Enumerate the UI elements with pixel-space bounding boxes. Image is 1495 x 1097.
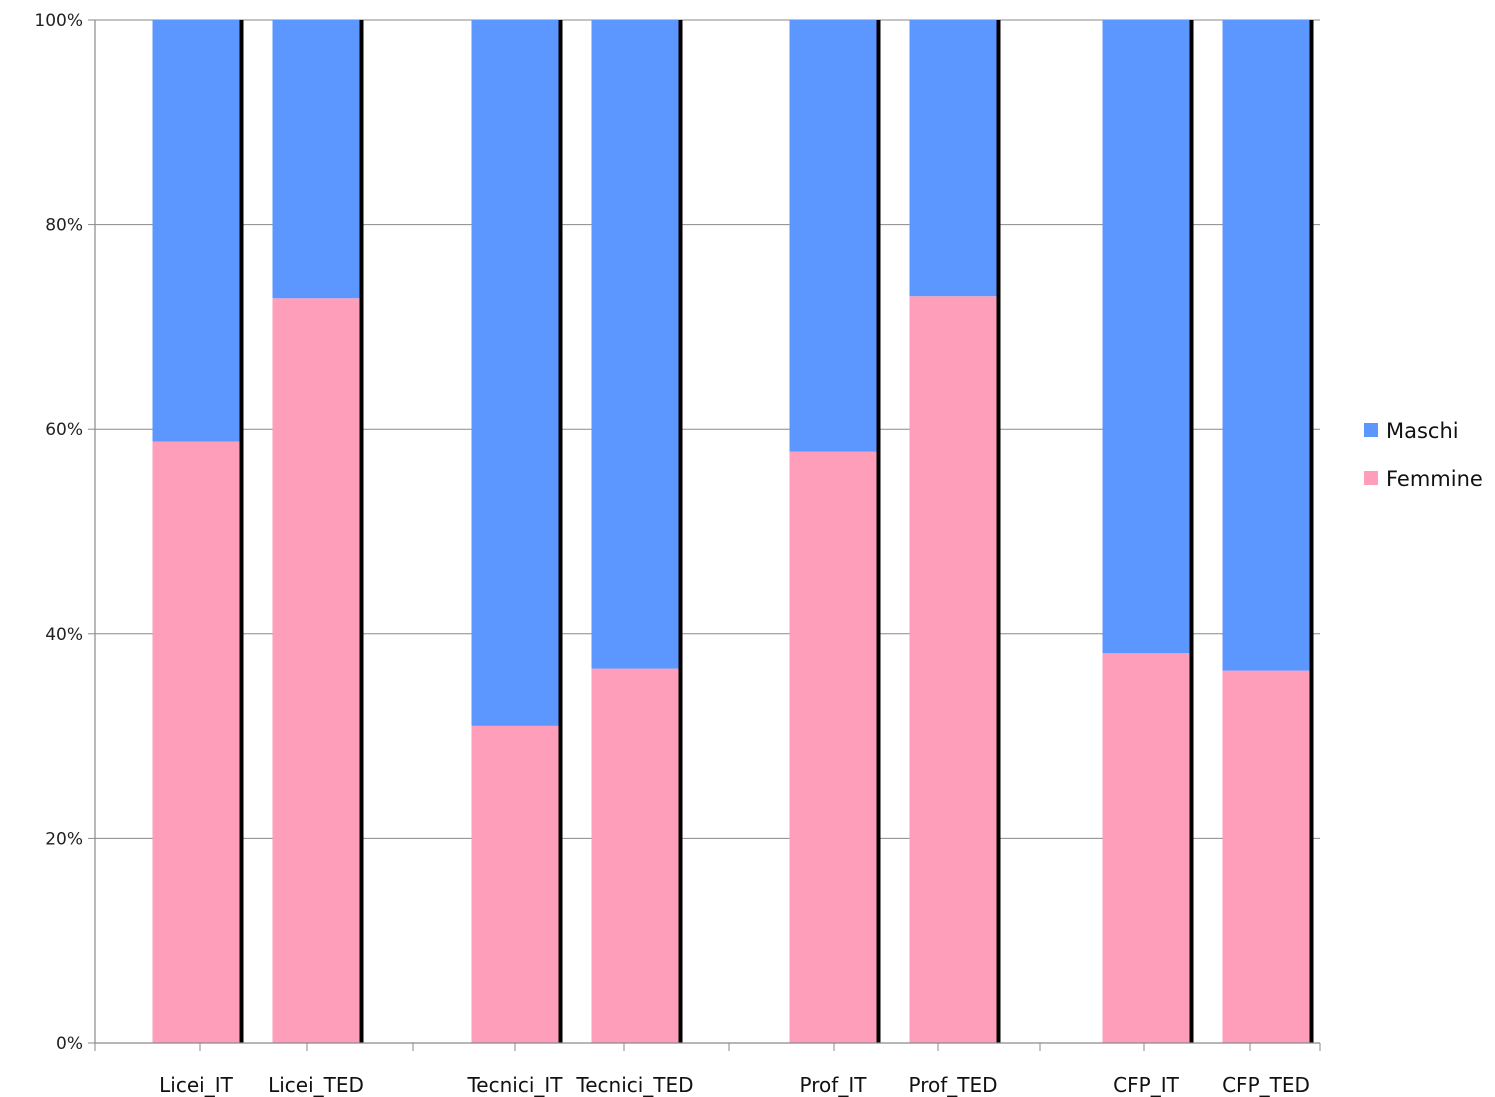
y-tick-label: 0% xyxy=(56,1034,83,1054)
bar-maschi-tecnici-it xyxy=(471,20,559,726)
x-category-label: Prof_TED xyxy=(908,1073,997,1097)
bar-femmine-cfp-it xyxy=(1102,653,1190,1043)
axes xyxy=(94,20,1321,1051)
y-tick-label: 20% xyxy=(45,829,83,849)
legend-label-maschi: Maschi xyxy=(1386,419,1459,443)
bars xyxy=(152,20,1314,1044)
bar-femmine-licei-it xyxy=(152,441,240,1043)
bar-femmine-tecnici-ted xyxy=(591,668,679,1043)
x-category-label: Prof_IT xyxy=(800,1073,868,1097)
x-category-labels: Licei_IT Licei_TED Tecnici_IT Tecnici_TED Pr… xyxy=(159,1073,1310,1097)
bar-maschi-licei-ted xyxy=(272,20,360,299)
x-category-label: Licei_IT xyxy=(159,1073,233,1097)
bar-femmine-prof-ted xyxy=(909,296,997,1044)
x-category-label: Licei_TED xyxy=(268,1073,364,1097)
bar-maschi-prof-ted xyxy=(909,20,997,297)
x-category-label: CFP_TED xyxy=(1222,1073,1310,1097)
bar-maschi-prof-it xyxy=(789,20,877,452)
y-tick-label: 100% xyxy=(34,11,83,31)
bar-maschi-licei-it xyxy=(152,20,240,442)
bar-femmine-tecnici-it xyxy=(471,725,559,1043)
bar-femmine-prof-it xyxy=(789,451,877,1043)
legend-swatch-femmine xyxy=(1364,471,1378,485)
legend: Maschi Femmine xyxy=(1364,419,1483,491)
x-category-label: Tecnici_TED xyxy=(575,1073,693,1097)
y-tick-label: 80% xyxy=(45,216,83,236)
y-tick-label: 40% xyxy=(45,625,83,645)
bar-maschi-tecnici-ted xyxy=(591,20,679,669)
bar-femmine-cfp-ted xyxy=(1222,670,1310,1043)
bar-femmine-licei-ted xyxy=(272,298,360,1044)
legend-swatch-maschi xyxy=(1364,423,1378,437)
x-category-label: CFP_IT xyxy=(1113,1073,1179,1097)
y-tick-labels: 0% 20% 40% 60% 80% 100% xyxy=(34,11,83,1054)
bar-maschi-cfp-ted xyxy=(1222,20,1310,671)
bar-maschi-cfp-it xyxy=(1102,20,1190,654)
legend-label-femmine: Femmine xyxy=(1386,467,1483,491)
x-category-label: Tecnici_IT xyxy=(466,1073,563,1097)
y-tick-label: 60% xyxy=(45,420,83,440)
